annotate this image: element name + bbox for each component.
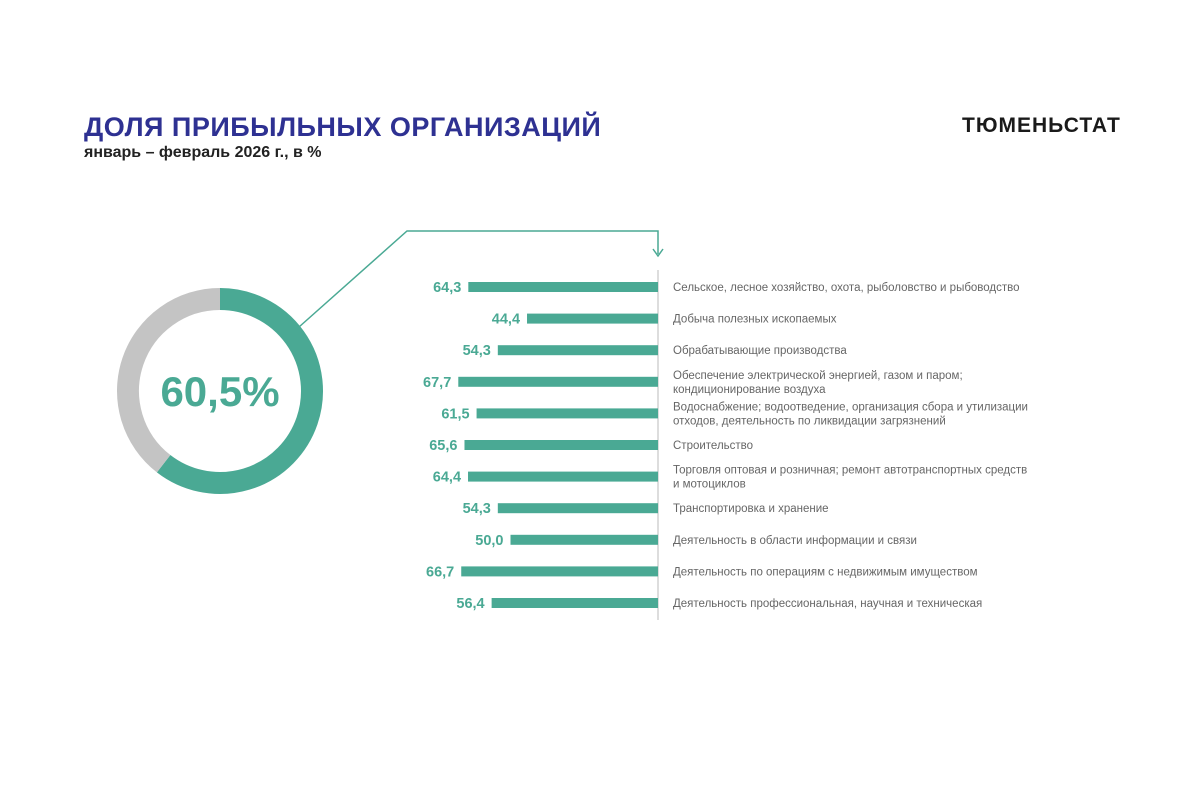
- bar-value-label: 64,3: [433, 280, 461, 296]
- bar: [461, 566, 658, 577]
- bar-category-label: Торговля оптовая и розничная; ремонт авт…: [673, 465, 1027, 491]
- bar-value-label: 64,4: [433, 470, 461, 486]
- connector-line: [298, 230, 659, 328]
- bar-category-label-line: Строительство: [673, 440, 753, 452]
- callout-connector: [298, 230, 664, 328]
- bar-category-label-line: Водоснабжение; водоотведение, организаци…: [673, 401, 1028, 413]
- bar-category-label-line: Деятельность профессиональная, научная и…: [673, 598, 982, 610]
- donut-center-label: 60,5%: [160, 368, 279, 415]
- bar-category-label-line: отходов, деятельность по ликвидации загр…: [673, 415, 946, 427]
- bar-value-label: 50,0: [475, 533, 503, 549]
- bar-category-label: Сельское, лесное хозяйство, охота, рыбол…: [673, 282, 1020, 294]
- bar-value-label: 54,3: [463, 343, 491, 359]
- bar: [497, 345, 658, 356]
- page-title: ДОЛЯ ПРИБЫЛЬНЫХ ОРГАНИЗАЦИЙ: [84, 112, 602, 142]
- bar: [476, 408, 658, 419]
- bar-category-label: Строительство: [673, 440, 753, 452]
- bar-category-label-line: Добыча полезных ископаемых: [673, 314, 837, 326]
- bar: [491, 598, 658, 608]
- bar-value-label: 44,4: [492, 312, 520, 328]
- donut-slice-profitable: [156, 288, 323, 494]
- bar-category-label: Деятельность по операциям с недвижимым и…: [673, 566, 978, 578]
- bar-category-label: Водоснабжение; водоотведение, организаци…: [673, 401, 1028, 427]
- bar-value-label: 61,5: [441, 406, 469, 422]
- bar-category-label: Обеспечение электрической энергией, газо…: [673, 370, 963, 396]
- donut-slice-rest: [117, 288, 221, 473]
- bar: [468, 471, 658, 482]
- bar: [497, 503, 658, 514]
- bar: [510, 534, 658, 545]
- bar-category-label: Обрабатывающие производства: [673, 345, 847, 357]
- bar-value-label: 66,7: [426, 564, 454, 580]
- bar-value-label: 65,6: [429, 438, 457, 454]
- bar-chart: 64,3 Сельское, лесное хозяйство, охота, р…: [423, 270, 1028, 620]
- bar-category-label-line: кондиционирование воздуха: [673, 384, 826, 396]
- brand-logo-text: ТЮМЕНЬСТАТ: [962, 114, 1121, 137]
- connector-arrowhead-icon: [652, 248, 664, 258]
- bar-category-label: Добыча полезных ископаемых: [673, 314, 837, 326]
- bar-category-label-line: Обрабатывающие производства: [673, 345, 847, 357]
- bar-category-label: Деятельность профессиональная, научная и…: [673, 598, 982, 610]
- bar: [527, 313, 658, 324]
- bar: [458, 376, 658, 387]
- bar-category-label-line: Торговля оптовая и розничная; ремонт авт…: [673, 465, 1027, 477]
- bar-value-label: 56,4: [456, 596, 484, 612]
- bar-category-label-line: Сельское, лесное хозяйство, охота, рыбол…: [673, 282, 1020, 294]
- bar-category-label: Транспортировка и хранение: [673, 503, 829, 515]
- donut-chart: 60,5%: [117, 288, 323, 494]
- bar-category-label-line: Обеспечение электрической энергией, газо…: [673, 370, 963, 382]
- bar: [468, 282, 658, 292]
- bar-value-label: 54,3: [463, 501, 491, 517]
- bar-category-label-line: Деятельность по операциям с недвижимым и…: [673, 566, 978, 578]
- bar-category-label-line: Транспортировка и хранение: [673, 503, 829, 515]
- bar: [464, 440, 658, 450]
- bar-value-label: 67,7: [423, 375, 451, 391]
- bar-category-label: Деятельность в области информации и связ…: [673, 535, 917, 547]
- bar-category-label-line: Деятельность в области информации и связ…: [673, 535, 917, 547]
- page-subtitle: январь – февраль 2026 г., в %: [84, 144, 322, 161]
- bar-category-label-line: и мотоциклов: [673, 479, 746, 491]
